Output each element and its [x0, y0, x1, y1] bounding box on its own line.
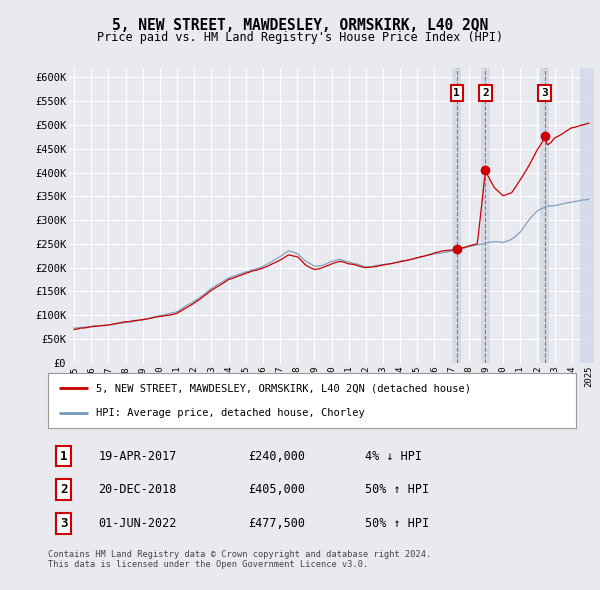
Text: Contains HM Land Registry data © Crown copyright and database right 2024.
This d: Contains HM Land Registry data © Crown c… [48, 550, 431, 569]
Text: £240,000: £240,000 [248, 450, 305, 463]
Bar [580, 68, 600, 363]
Text: £477,500: £477,500 [248, 517, 305, 530]
Text: 50% ↑ HPI: 50% ↑ HPI [365, 517, 429, 530]
Text: Price paid vs. HM Land Registry's House Price Index (HPI): Price paid vs. HM Land Registry's House … [97, 31, 503, 44]
Text: £405,000: £405,000 [248, 483, 305, 496]
Bar [481, 68, 490, 363]
Text: 5, NEW STREET, MAWDESLEY, ORMSKIRK, L40 2QN: 5, NEW STREET, MAWDESLEY, ORMSKIRK, L40 … [112, 18, 488, 32]
Text: HPI: Average price, detached house, Chorley: HPI: Average price, detached house, Chor… [95, 408, 364, 418]
Text: 20-DEC-2018: 20-DEC-2018 [98, 483, 176, 496]
Text: 2: 2 [60, 483, 68, 496]
Text: 2: 2 [482, 88, 489, 98]
Text: 3: 3 [541, 88, 548, 98]
Text: 4% ↓ HPI: 4% ↓ HPI [365, 450, 422, 463]
Bar [452, 68, 461, 363]
Text: 19-APR-2017: 19-APR-2017 [98, 450, 176, 463]
Text: 1: 1 [60, 450, 68, 463]
Bar [540, 68, 549, 363]
Text: 50% ↑ HPI: 50% ↑ HPI [365, 483, 429, 496]
Text: 01-JUN-2022: 01-JUN-2022 [98, 517, 176, 530]
Text: 3: 3 [60, 517, 68, 530]
Text: 5, NEW STREET, MAWDESLEY, ORMSKIRK, L40 2QN (detached house): 5, NEW STREET, MAWDESLEY, ORMSKIRK, L40 … [95, 383, 470, 393]
Text: 1: 1 [454, 88, 460, 98]
